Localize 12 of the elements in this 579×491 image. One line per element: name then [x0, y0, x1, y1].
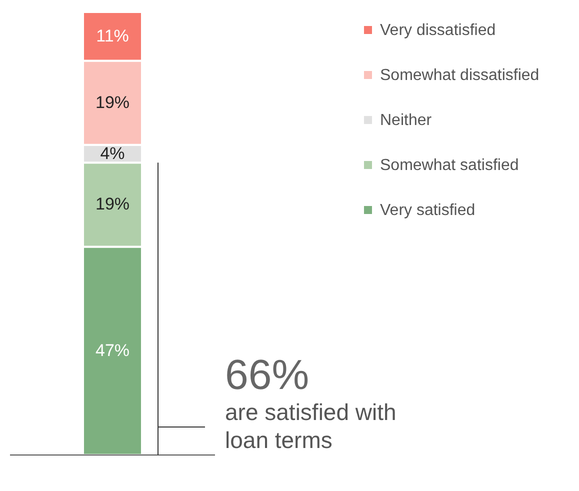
legend-label: Very satisfied [380, 202, 476, 219]
data-label: 47% [95, 340, 130, 360]
legend-label: Somewhat satisfied [380, 157, 519, 174]
text: are satisfied with loan terms [225, 399, 396, 453]
data-label: 19% [95, 194, 130, 214]
data-label: 19% [95, 92, 130, 112]
data-label: 4% [100, 144, 125, 163]
legend-label: Neither [380, 112, 432, 129]
text: 66% [225, 351, 310, 398]
data-label: 11% [96, 26, 129, 46]
legend-label: Somewhat dissatisfied [380, 67, 540, 84]
legend-label: Very dissatisfied [380, 22, 496, 39]
